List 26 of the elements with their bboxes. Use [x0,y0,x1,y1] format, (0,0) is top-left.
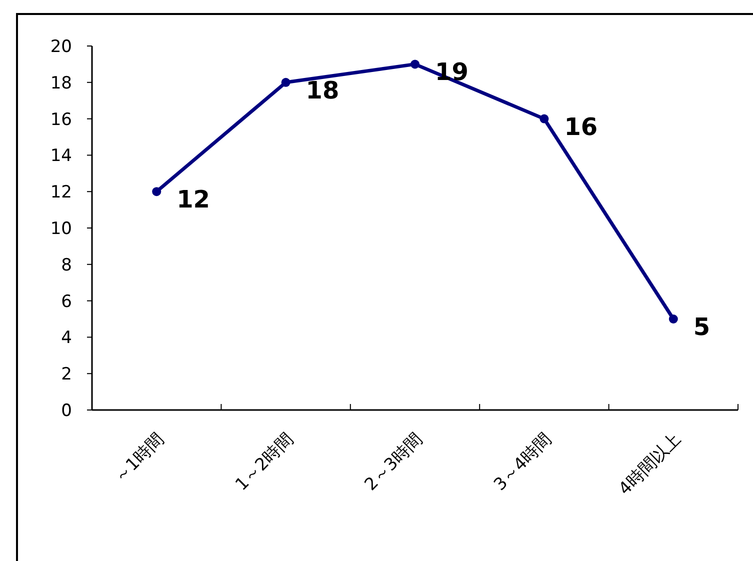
x-tick-label: 4時間以上 [615,429,685,500]
y-tick-label: 14 [50,146,72,166]
point [540,114,549,124]
data-label: 16 [564,112,598,141]
point [668,314,678,324]
point [152,187,162,196]
y-tick-label: 10 [50,219,72,239]
y-tick-label: 8 [61,255,72,276]
y-tick-label: 12 [50,182,72,203]
y-tick-label: 18 [50,73,72,94]
y-tick-label: 2 [61,364,72,385]
x-tick-label: 2～3時間 [361,429,427,495]
x-tick-label: 3～4時間 [490,429,556,495]
x-tick-label: 1～2時間 [232,429,298,495]
y-tick-label: 20 [50,37,72,57]
y-tick-label: 16 [50,110,72,130]
y-tick-label: 4 [61,328,72,348]
data-label: 5 [693,313,710,341]
x-tick-label: ～1時間 [110,429,168,488]
point [281,78,290,87]
data-label: 19 [435,58,468,86]
data-label: 12 [176,186,210,214]
data-label: 18 [306,76,340,104]
y-tick-label: 0 [61,401,72,421]
point [410,60,420,69]
y-tick-label: 6 [61,292,72,312]
